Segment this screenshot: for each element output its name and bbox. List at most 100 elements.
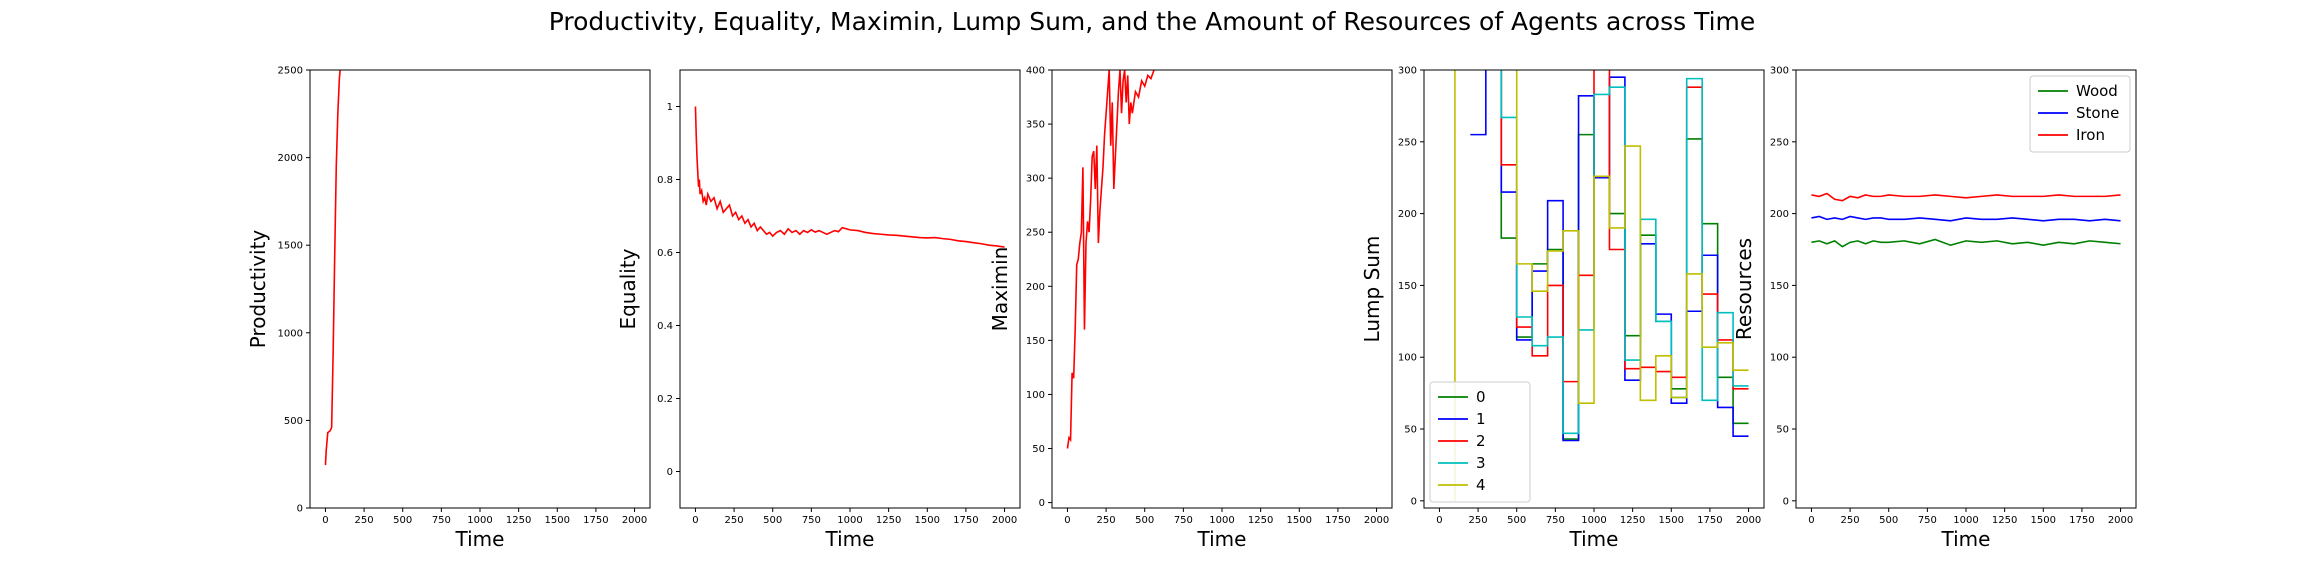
y-tick-label: 0 xyxy=(1039,498,1045,509)
y-tick-label: 50 xyxy=(1404,425,1417,436)
panel-2: 0 250 500 750 1000 1250 1500 1750 2000 0 50 100 150 2… xyxy=(988,66,1393,551)
y-tick-label: 200 xyxy=(1026,282,1045,293)
y-tick-label: 0 xyxy=(1783,496,1789,507)
y-tick-label: 0.4 xyxy=(657,321,673,332)
legend-label: 1 xyxy=(1476,410,1486,428)
plot-frame xyxy=(1423,69,1765,509)
x-tick-label: 1500 xyxy=(915,515,940,526)
x-tick-label: 500 xyxy=(393,515,412,526)
figure-title: Productivity, Equality, Maximin, Lump Su… xyxy=(549,7,1756,36)
y-tick-label: 300 xyxy=(1398,66,1417,77)
panel-3: 0 250 500 750 1000 1250 1500 1750 20000501001502… xyxy=(1360,66,1765,551)
legend-label: Wood xyxy=(2076,82,2118,100)
x-tick-label: 2000 xyxy=(622,515,647,526)
series-line-3 xyxy=(1500,70,1749,435)
x-tick-label: 1000 xyxy=(467,515,492,526)
y-tick-label: 250 xyxy=(1770,137,1789,148)
x-tick-label: 2000 xyxy=(1736,515,1761,526)
y-tick-label: 150 xyxy=(1026,336,1045,347)
series-line-0 xyxy=(694,106,1005,248)
plot-area xyxy=(694,106,1005,248)
series-line-4 xyxy=(1454,70,1749,501)
x-tick-label: 1250 xyxy=(1992,515,2017,526)
y-tick-label: 500 xyxy=(284,416,303,427)
x-tick-label: 0 xyxy=(1436,515,1442,526)
y-tick-label: 0.6 xyxy=(657,248,673,259)
x-tick-label: 250 xyxy=(1841,515,1860,526)
y-axis-label: Equality xyxy=(616,248,640,329)
x-tick-label: 250 xyxy=(355,515,374,526)
x-axis-label: Time xyxy=(1941,527,1991,551)
legend-box xyxy=(1429,381,1531,503)
plot-frame xyxy=(309,69,651,509)
legend-label: 4 xyxy=(1476,476,1486,494)
x-tick-label: 0 xyxy=(1808,515,1814,526)
plot-area xyxy=(1454,70,1749,501)
series-line-Wood xyxy=(1811,238,2121,248)
series-line-0 xyxy=(1066,70,1155,449)
y-tick-label: 300 xyxy=(1026,174,1045,185)
y-tick-label: 0.2 xyxy=(657,394,673,405)
series-line-Stone xyxy=(1811,215,2121,222)
x-tick-label: 1000 xyxy=(837,515,862,526)
x-tick-label: 1750 xyxy=(1697,515,1722,526)
x-tick-label: 2000 xyxy=(2108,515,2133,526)
legend-label: 2 xyxy=(1476,432,1486,450)
x-tick-label: 250 xyxy=(725,515,744,526)
x-tick-label: 1750 xyxy=(2069,515,2094,526)
x-axis-label: Time xyxy=(1197,527,1247,551)
x-tick-label: 1750 xyxy=(583,515,608,526)
legend: Wood Stone Iron xyxy=(2029,75,2131,153)
y-tick-label: 350 xyxy=(1026,120,1045,131)
y-tick-label: 150 xyxy=(1398,281,1417,292)
panel-4: 0 250 500 750 1000 1250 1500 1750 2000 0 50 100 150 2… xyxy=(1732,66,2137,551)
x-tick-label: 500 xyxy=(1879,515,1898,526)
y-tick-label: 400 xyxy=(1026,66,1045,77)
x-tick-label: 1500 xyxy=(545,515,570,526)
legend: 0 1 2 3 4 xyxy=(1429,381,1531,503)
x-axis-label: Time xyxy=(825,527,875,551)
y-tick-label: 0.8 xyxy=(657,175,673,186)
x-tick-label: 1000 xyxy=(1581,515,1606,526)
x-axis-label: Time xyxy=(1569,527,1619,551)
plot-area xyxy=(1066,70,1155,449)
x-tick-label: 1000 xyxy=(1953,515,1978,526)
series-line-0 xyxy=(324,70,341,466)
y-tick-label: 100 xyxy=(1398,353,1417,364)
y-tick-label: 100 xyxy=(1770,353,1789,364)
y-axis-label: Lump Sum xyxy=(1360,236,1384,343)
x-tick-label: 1000 xyxy=(1209,515,1234,526)
x-tick-label: 1750 xyxy=(953,515,978,526)
y-tick-label: 1 xyxy=(667,102,673,113)
panel-1: 0 250 500 750 1000 1250 1500 1750 2000 0 0.2 0.4 0.6… xyxy=(616,69,1021,551)
plot-frame xyxy=(1795,69,2137,509)
x-tick-label: 750 xyxy=(432,515,451,526)
x-tick-label: 750 xyxy=(1174,515,1193,526)
x-tick-label: 500 xyxy=(1135,515,1154,526)
x-tick-label: 250 xyxy=(1097,515,1116,526)
x-tick-label: 1500 xyxy=(2031,515,2056,526)
y-tick-label: 1000 xyxy=(278,328,303,339)
legend-label: Iron xyxy=(2076,126,2105,144)
y-axis-label: Resources xyxy=(1732,238,1756,340)
y-tick-label: 300 xyxy=(1770,66,1789,77)
x-tick-label: 1250 xyxy=(1248,515,1273,526)
x-tick-label: 250 xyxy=(1469,515,1488,526)
x-tick-label: 2000 xyxy=(992,515,1017,526)
x-tick-label: 750 xyxy=(1918,515,1937,526)
series-line-Iron xyxy=(1811,192,2121,202)
y-tick-label: 0 xyxy=(1411,496,1417,507)
x-tick-label: 750 xyxy=(1546,515,1565,526)
y-tick-label: 150 xyxy=(1770,281,1789,292)
x-tick-label: 1250 xyxy=(876,515,901,526)
panels: 0 250 500 750 1000 1250 1500 1750 20000500100015… xyxy=(246,66,2137,551)
x-tick-label: 2000 xyxy=(1364,515,1389,526)
panel-0: 0 250 500 750 1000 1250 1500 1750 2000 0 500 1000 15… xyxy=(246,66,651,551)
plot-area xyxy=(324,70,341,466)
y-tick-label: 100 xyxy=(1026,390,1045,401)
x-tick-label: 1750 xyxy=(1325,515,1350,526)
plot-frame xyxy=(1051,69,1393,509)
x-tick-label: 750 xyxy=(802,515,821,526)
